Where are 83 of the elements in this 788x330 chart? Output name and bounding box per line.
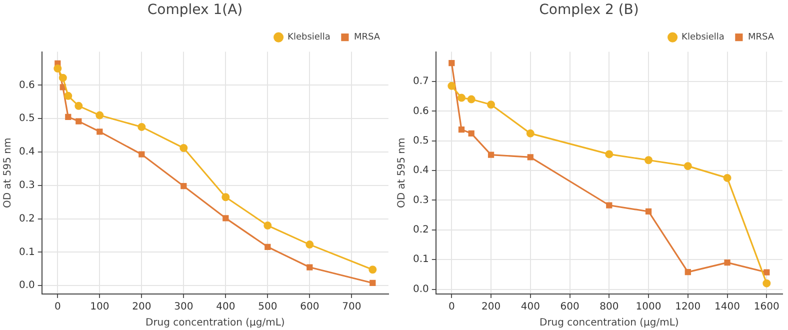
point (487, 100, 496, 109)
chart-title: Complex 2 (B) (539, 2, 639, 18)
point (264, 244, 271, 250)
point (468, 130, 474, 136)
point (74, 102, 83, 110)
point (370, 280, 376, 286)
point (723, 174, 732, 182)
x-tick-label: 1400 (714, 302, 740, 313)
point (457, 94, 466, 102)
x-tick-label: 300 (174, 302, 194, 313)
x-tick-label: 400 (216, 302, 236, 313)
y-tick-label: 0.3 (412, 194, 429, 206)
y-tick-label: 0.3 (18, 180, 35, 192)
legend-label: Klebsiella (288, 32, 330, 43)
chart-title: Complex 1(A) (147, 2, 243, 18)
point (527, 154, 534, 160)
y-tick-label: 0.6 (18, 80, 35, 91)
point (264, 222, 272, 230)
point (448, 82, 456, 90)
x-tick-label: 600 (300, 302, 320, 313)
y-tick-label: 0.0 (18, 280, 35, 292)
x-tick-label: 0 (448, 302, 455, 313)
point (138, 151, 145, 158)
point (76, 118, 82, 124)
y-axis-title: OD at 595 nm (2, 138, 14, 208)
point (306, 264, 313, 270)
point (526, 129, 534, 138)
x-axis-title: Drug concentration (µg/mL) (539, 318, 679, 329)
x-tick-label: 1600 (754, 302, 780, 313)
y-tick-label: 0.0 (412, 284, 429, 295)
x-axis-title: Drug concentration (µg/mL) (145, 318, 285, 329)
x-tick-label: 1000 (636, 302, 662, 313)
legend-label: MRSA (354, 32, 381, 43)
y-tick-label: 0.1 (18, 246, 35, 258)
y-tick-label: 0.5 (412, 135, 429, 146)
legend-label: MRSA (748, 32, 775, 43)
y-tick-label: 0.5 (18, 113, 35, 124)
y-tick-label: 0.6 (412, 106, 429, 117)
point (606, 202, 612, 208)
point (645, 208, 652, 215)
point (60, 84, 66, 90)
point (644, 156, 653, 164)
point (65, 114, 72, 120)
point (684, 268, 691, 276)
point (222, 215, 229, 222)
point (684, 162, 692, 170)
x-tick-label: 700 (342, 302, 362, 313)
y-tick-label: 0.2 (18, 213, 35, 224)
point (458, 126, 465, 133)
y-tick-label: 0.4 (412, 165, 429, 176)
point (222, 193, 230, 202)
point (764, 269, 770, 276)
point (96, 111, 104, 120)
point (306, 240, 314, 249)
legend-label: Klebsiella (682, 32, 724, 43)
point (58, 74, 67, 82)
point (64, 92, 72, 100)
y-tick-label: 0.7 (412, 76, 429, 88)
x-tick-label: 1200 (675, 302, 701, 313)
y-axis-title: OD at 595 nm (396, 138, 408, 208)
y-tick-label: 0.2 (412, 224, 429, 236)
x-tick-label: 400 (520, 302, 540, 313)
point (96, 128, 103, 135)
y-tick-label: 0.1 (412, 254, 429, 266)
point (180, 183, 187, 190)
point (448, 60, 455, 66)
point (180, 144, 188, 152)
point (605, 150, 614, 158)
point (54, 64, 62, 73)
x-tick-label: 200 (481, 302, 501, 313)
point (488, 152, 494, 158)
x-tick-label: 100 (90, 302, 110, 313)
x-tick-label: 500 (258, 302, 278, 313)
point (724, 259, 730, 266)
y-tick-label: 0.4 (18, 146, 35, 158)
x-tick-label: 0 (54, 302, 61, 313)
point (762, 279, 771, 288)
x-tick-label: 200 (132, 302, 152, 313)
x-tick-label: 600 (560, 302, 580, 313)
point (467, 95, 476, 104)
x-tick-label: 800 (600, 302, 619, 313)
point (138, 122, 146, 131)
point (368, 266, 377, 274)
